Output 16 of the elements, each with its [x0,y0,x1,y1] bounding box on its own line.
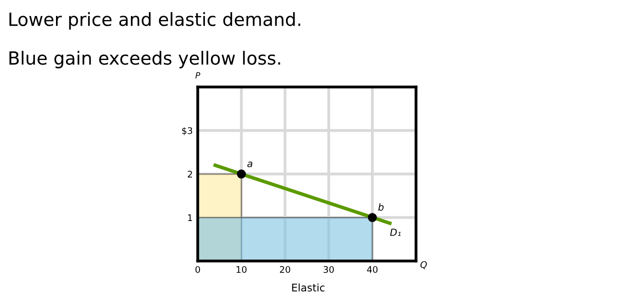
x-axis-title: Q [420,261,427,270]
x-tick-label: 40 [367,266,378,273]
y-tick-label: $3 [182,127,192,136]
chart-subtitle: Blue gain exceeds yellow loss. [9,50,280,68]
series-label: D₁ [390,228,401,236]
y-axis-title: P [195,72,200,78]
chart-title: Lower price and elastic demand. [9,12,300,30]
annotation: b [378,203,384,211]
x-tick-label: 20 [280,266,290,273]
x-tick-label: 0 [195,266,200,273]
text: Elastic [292,283,325,292]
annotation: a [247,162,252,168]
x-tick-label: 10 [236,266,247,273]
y-tick-label: 2 [188,170,192,178]
y-tick-label: 1 [188,214,192,221]
x-tick-label: 30 [324,266,334,273]
